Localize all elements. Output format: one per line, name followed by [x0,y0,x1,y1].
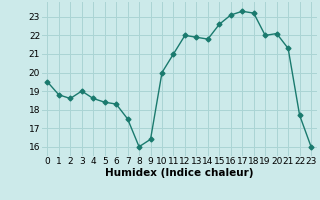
X-axis label: Humidex (Indice chaleur): Humidex (Indice chaleur) [105,168,253,178]
